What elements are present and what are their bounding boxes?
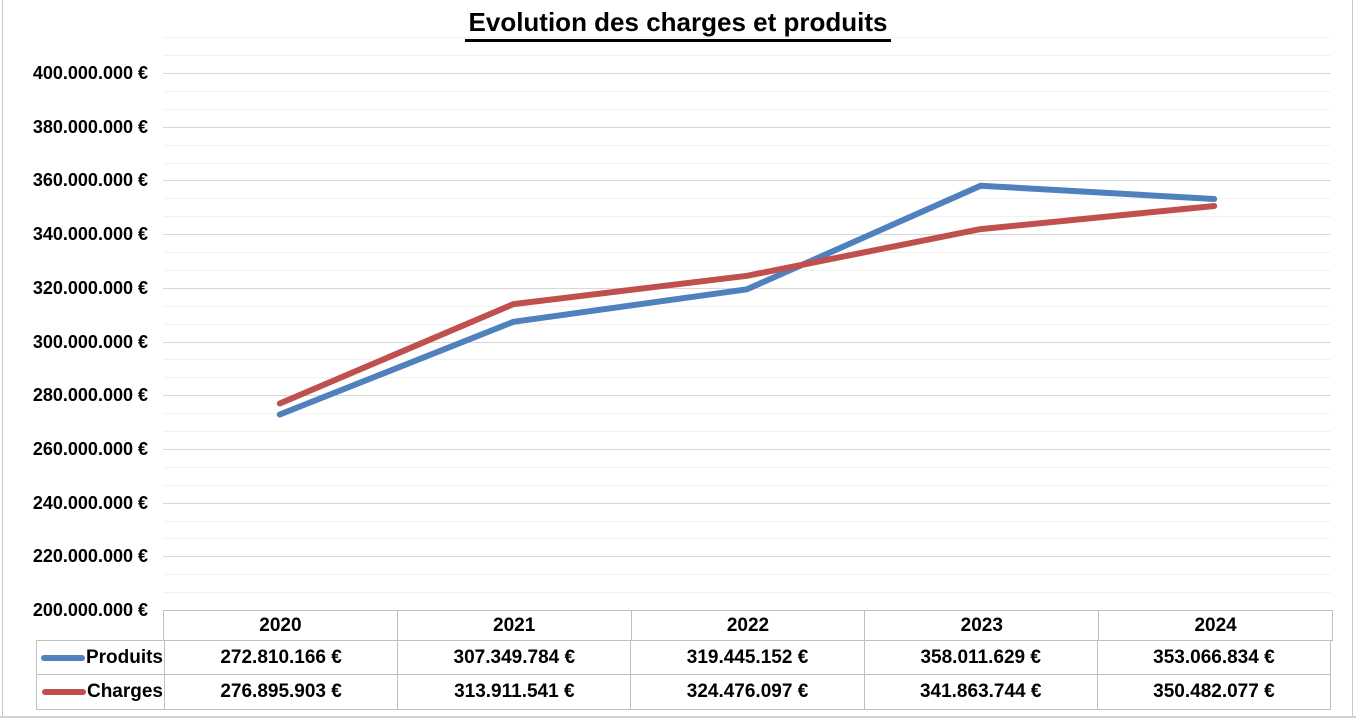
y-axis-tick-label: 220.000.000 € — [32, 546, 148, 567]
table-year-header-cell: 2023 — [864, 611, 1099, 640]
worksheet-bottom-border — [0, 716, 1356, 718]
chart-title: Evolution des charges et produits — [0, 6, 1356, 42]
table-value-cell: 353.066.834 € — [1096, 641, 1331, 674]
legend-key-produits: Produits — [37, 641, 164, 674]
table-value-cell: 358.011.629 € — [863, 641, 1097, 674]
series-line-produits — [276, 182, 1218, 418]
gridline-major — [163, 180, 1331, 182]
gridline-minor — [163, 520, 1331, 522]
chart-title-text: Evolution des charges et produits — [464, 6, 892, 42]
data-table-row-produits: Produits 272.810.166 €307.349.784 €319.44… — [36, 640, 1331, 675]
gridline-major — [163, 126, 1331, 128]
legend-key-charges: Charges — [37, 675, 164, 709]
gridline-minor — [163, 108, 1331, 110]
gridline-minor — [163, 252, 1331, 253]
y-axis-tick-label: 340.000.000 € — [32, 224, 148, 245]
legend-label: Charges — [86, 681, 163, 702]
gridline-minor — [163, 162, 1331, 164]
y-axis-tick-label: 240.000.000 € — [32, 492, 148, 513]
plot-area — [163, 37, 1331, 610]
table-value-cell: 276.895.903 € — [164, 675, 398, 709]
y-axis-tick-label: 260.000.000 € — [32, 438, 148, 459]
table-value-cell: 272.810.166 € — [164, 641, 398, 674]
table-year-header-cell: 2020 — [164, 611, 397, 640]
table-value-cell: 324.476.097 € — [630, 675, 864, 709]
table-value-cell: 313.911.541 € — [397, 675, 631, 709]
gridline-minor — [163, 484, 1331, 486]
y-axis-tick-label: 280.000.000 € — [32, 385, 148, 406]
table-year-header-cell: 2024 — [1098, 611, 1332, 640]
gridline-minor — [163, 592, 1331, 594]
table-year-header-cell: 2022 — [630, 611, 865, 640]
gridline-minor — [163, 413, 1331, 415]
table-value-cell: 341.863.744 € — [863, 675, 1097, 709]
y-axis-tick-label: 380.000.000 € — [32, 116, 148, 137]
data-table-row-charges: Charges 276.895.903 €313.911.541 €324.476… — [36, 674, 1331, 710]
gridline-minor — [163, 538, 1331, 540]
data-table-header-row: 2020 2021 2022 2023 2024 — [163, 610, 1333, 641]
legend-line-swatch-charges — [41, 689, 86, 695]
gridline-minor — [163, 431, 1331, 432]
gridline-minor — [163, 90, 1331, 92]
gridline-minor — [163, 144, 1331, 146]
gridline-minor — [163, 55, 1331, 57]
table-year-header-cell: 2021 — [396, 611, 631, 640]
gridline-major — [163, 395, 1331, 397]
gridline-minor — [163, 269, 1331, 271]
gridline-minor — [163, 37, 1331, 39]
y-axis-tick-label: 400.000.000 € — [32, 63, 148, 83]
worksheet-right-border — [1352, 0, 1353, 718]
worksheet-left-border — [2, 0, 3, 718]
table-value-cell: 350.482.077 € — [1096, 675, 1331, 709]
gridline-major — [163, 73, 1331, 74]
gridline-minor — [163, 198, 1331, 200]
y-axis-tick-label: 200.000.000 € — [32, 600, 148, 620]
gridline-major — [163, 556, 1331, 558]
y-axis-tick-label: 360.000.000 € — [32, 170, 148, 191]
table-value-cell: 307.349.784 € — [397, 641, 631, 674]
gridline-major — [163, 234, 1331, 236]
gridline-minor — [163, 574, 1331, 576]
legend-label: Produits — [85, 646, 163, 668]
y-axis-tick-label: 300.000.000 € — [32, 331, 148, 352]
gridline-major — [163, 502, 1331, 504]
gridline-minor — [163, 359, 1331, 361]
gridline-minor — [163, 377, 1331, 379]
gridline-minor — [163, 466, 1331, 468]
gridline-major — [163, 341, 1331, 343]
gridline-minor — [163, 305, 1331, 307]
table-value-cell: 319.445.152 € — [630, 641, 864, 674]
gridline-minor — [163, 323, 1331, 325]
series-lines — [276, 182, 1218, 418]
series-line-charges — [276, 203, 1218, 407]
gridline-minor — [163, 216, 1331, 218]
y-axis-tick-label: 320.000.000 € — [32, 277, 148, 298]
legend-line-swatch-produits — [40, 654, 85, 661]
gridline-major — [163, 448, 1331, 450]
